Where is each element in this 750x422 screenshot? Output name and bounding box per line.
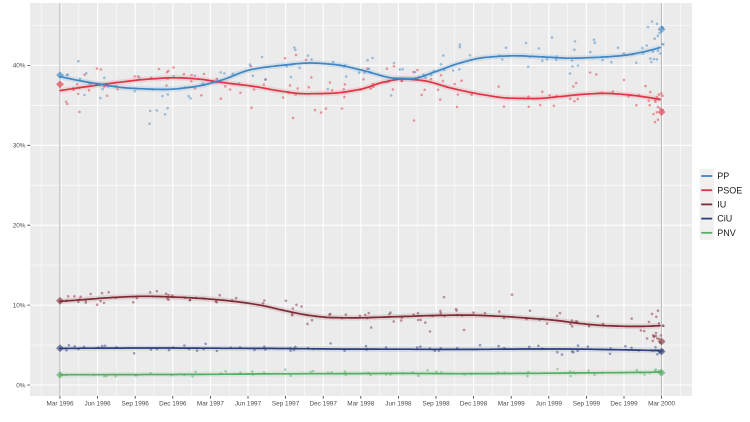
svg-text:20%: 20% xyxy=(13,223,26,230)
svg-text:Jun 1998: Jun 1998 xyxy=(385,401,412,408)
svg-text:30%: 30% xyxy=(13,143,26,150)
svg-text:Jun 1997: Jun 1997 xyxy=(235,401,262,408)
svg-text:CiU: CiU xyxy=(717,214,732,224)
svg-text:PP: PP xyxy=(717,171,729,181)
svg-text:Sep 1997: Sep 1997 xyxy=(272,401,300,408)
svg-text:Mar 2000: Mar 2000 xyxy=(648,401,675,408)
svg-text:Jun 1999: Jun 1999 xyxy=(536,401,563,408)
svg-text:Dec 1997: Dec 1997 xyxy=(310,401,338,408)
svg-text:PSOE: PSOE xyxy=(717,185,742,195)
svg-text:10%: 10% xyxy=(13,302,26,309)
svg-text:Dec 1999: Dec 1999 xyxy=(610,401,638,408)
svg-text:40%: 40% xyxy=(13,63,26,70)
svg-text:Dec 1998: Dec 1998 xyxy=(460,401,488,408)
svg-text:Sep 1996: Sep 1996 xyxy=(122,401,150,408)
svg-text:Mar 1999: Mar 1999 xyxy=(498,401,525,408)
svg-text:Jun 1996: Jun 1996 xyxy=(84,401,111,408)
svg-text:Dec 1996: Dec 1996 xyxy=(159,401,187,408)
svg-text:Sep 1998: Sep 1998 xyxy=(422,401,450,408)
svg-text:PNV: PNV xyxy=(717,228,736,238)
svg-text:IU: IU xyxy=(717,200,726,210)
svg-text:Mar 1996: Mar 1996 xyxy=(47,401,74,408)
svg-text:Sep 1999: Sep 1999 xyxy=(573,401,601,408)
svg-text:0%: 0% xyxy=(16,382,26,389)
svg-text:Mar 1997: Mar 1997 xyxy=(197,401,224,408)
svg-text:Mar 1998: Mar 1998 xyxy=(347,401,374,408)
